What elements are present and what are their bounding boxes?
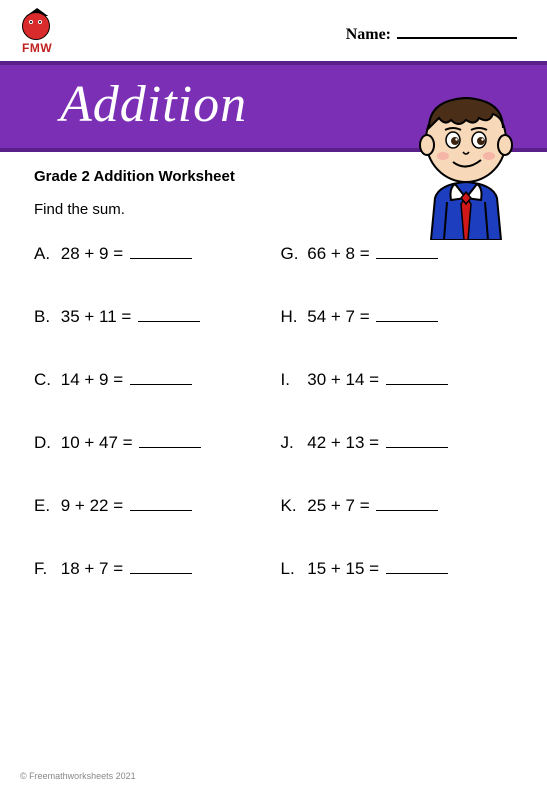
answer-line[interactable] bbox=[130, 573, 192, 574]
answer-line[interactable] bbox=[376, 321, 438, 322]
answer-line[interactable] bbox=[139, 447, 201, 448]
answer-line[interactable] bbox=[376, 510, 438, 511]
name-input-line[interactable] bbox=[397, 21, 517, 39]
problem-item: C. 14 + 9 = bbox=[34, 370, 271, 390]
answer-line[interactable] bbox=[138, 321, 200, 322]
problem-item: G. 66 + 8 = bbox=[281, 244, 518, 264]
answer-line[interactable] bbox=[130, 510, 192, 511]
name-field: Name: bbox=[346, 21, 517, 44]
logo: FMW bbox=[22, 10, 52, 55]
answer-line[interactable] bbox=[130, 384, 192, 385]
problem-item: J. 42 + 13 = bbox=[281, 433, 518, 453]
footer-copyright: © Freemathworksheets 2021 bbox=[20, 771, 136, 781]
boy-illustration bbox=[411, 90, 521, 240]
problem-item: D. 10 + 47 = bbox=[34, 433, 271, 453]
problem-item: H. 54 + 7 = bbox=[281, 307, 518, 327]
name-label: Name: bbox=[346, 26, 391, 44]
apple-icon bbox=[22, 10, 52, 40]
problem-item: A. 28 + 9 = bbox=[34, 244, 271, 264]
logo-text: FMW bbox=[22, 41, 52, 55]
problem-item: F. 18 + 7 = bbox=[34, 559, 271, 579]
problem-item: K. 25 + 7 = bbox=[281, 496, 518, 516]
answer-line[interactable] bbox=[386, 447, 448, 448]
problem-item: I. 30 + 14 = bbox=[281, 370, 518, 390]
header: FMW Name: bbox=[0, 0, 547, 61]
answer-line[interactable] bbox=[376, 258, 438, 259]
banner-title: Addition bbox=[60, 76, 247, 133]
problems-grid: A. 28 + 9 = G. 66 + 8 = B. 35 + 11 = H. … bbox=[34, 244, 517, 579]
problem-item: E. 9 + 22 = bbox=[34, 496, 271, 516]
answer-line[interactable] bbox=[386, 384, 448, 385]
problem-item: B. 35 + 11 = bbox=[34, 307, 271, 327]
problem-item: L. 15 + 15 = bbox=[281, 559, 518, 579]
answer-line[interactable] bbox=[130, 258, 192, 259]
answer-line[interactable] bbox=[386, 573, 448, 574]
